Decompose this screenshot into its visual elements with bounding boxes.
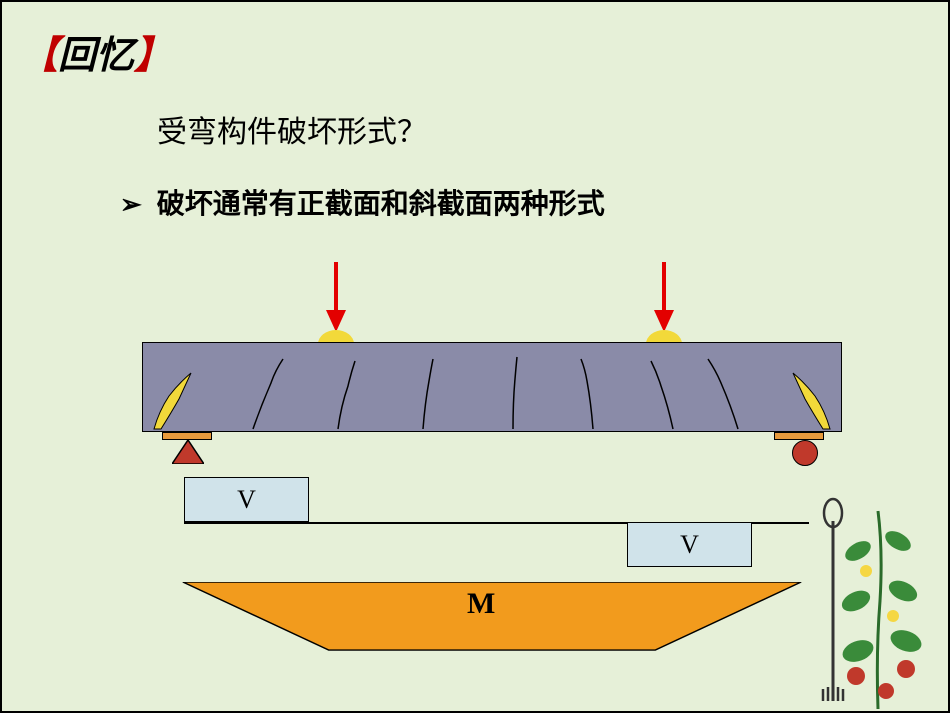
load-arrow-left <box>326 262 346 332</box>
section-title: 【回忆】 <box>20 24 172 79</box>
concrete-beam <box>142 342 842 432</box>
bullet-point: ➢ 破坏通常有正截面和斜截面两种形式 <box>120 182 605 222</box>
shear-box-left: V <box>184 477 309 522</box>
flexural-cracks <box>143 341 843 431</box>
support-plate-left <box>162 432 212 440</box>
title-text: 回忆 <box>58 35 134 77</box>
shear-label-left: V <box>237 485 256 515</box>
bracket-open: 【 <box>20 35 58 77</box>
load-arrow-right <box>654 262 674 332</box>
bullet-marker: ➢ <box>120 189 142 220</box>
shear-box-right: V <box>627 522 752 567</box>
shear-label-right: V <box>680 530 699 560</box>
plant-decoration <box>788 451 948 711</box>
bracket-close: 】 <box>134 35 172 77</box>
support-plate-right <box>774 432 824 440</box>
beam-diagram: V V M <box>142 262 842 682</box>
pin-support <box>172 440 204 464</box>
moment-label: M <box>467 587 495 621</box>
question-text: 受弯构件破坏形式？ <box>157 107 427 151</box>
bullet-text: 破坏通常有正截面和斜截面两种形式 <box>157 188 605 219</box>
